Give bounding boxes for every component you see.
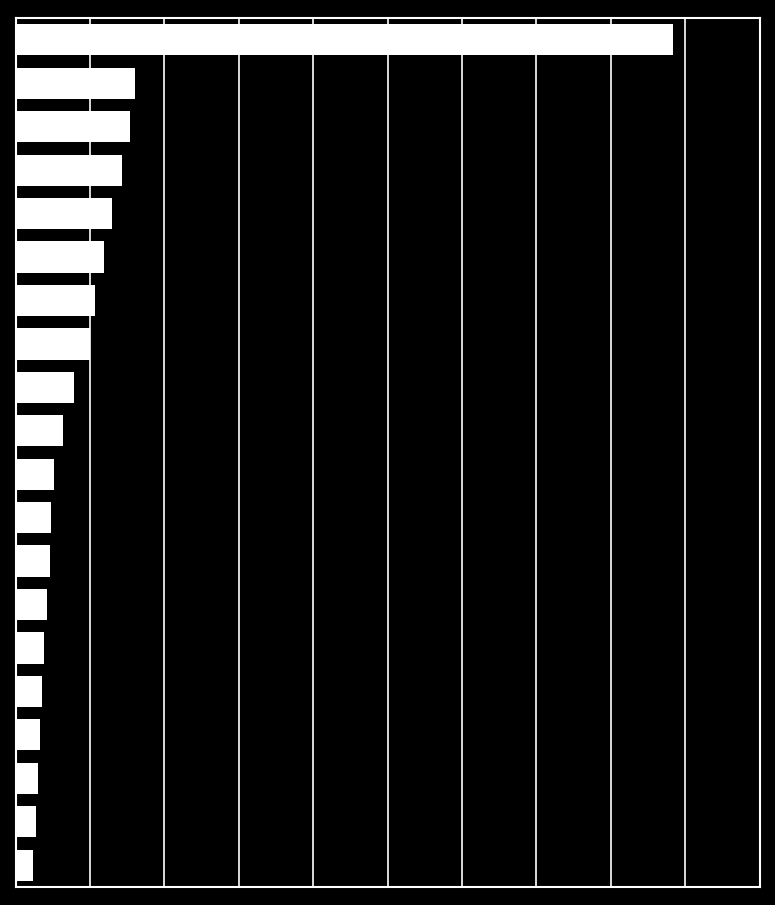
Bar xyxy=(16,415,63,446)
Bar xyxy=(16,763,38,794)
Bar xyxy=(16,329,90,359)
Bar xyxy=(16,198,112,229)
Bar xyxy=(16,806,36,837)
Bar xyxy=(16,676,43,707)
Bar xyxy=(16,633,44,663)
Bar xyxy=(16,111,129,142)
Bar xyxy=(16,589,46,620)
Bar xyxy=(16,502,51,533)
Bar xyxy=(16,155,122,186)
Bar xyxy=(16,285,95,316)
Bar xyxy=(16,459,54,490)
Bar xyxy=(16,719,40,750)
Bar xyxy=(16,546,50,576)
Bar xyxy=(16,372,74,403)
Bar xyxy=(16,850,33,881)
Bar xyxy=(16,68,135,99)
Bar xyxy=(16,24,673,55)
Bar xyxy=(16,242,104,272)
